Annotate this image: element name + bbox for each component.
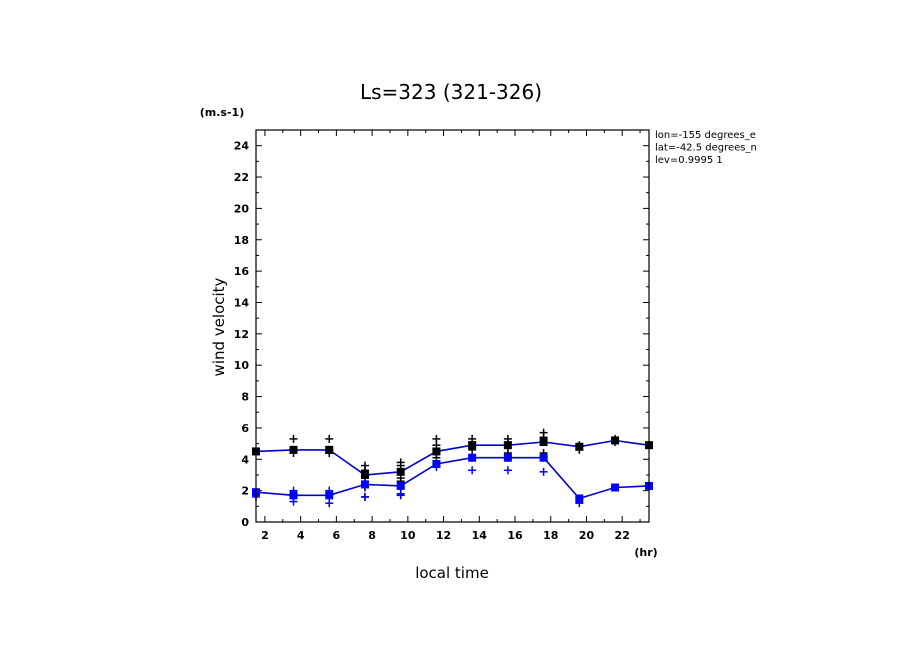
chart-title: Ls=323 (321-326) [360, 80, 542, 104]
x-tick-label: 22 [615, 529, 630, 542]
y-tick-label: 14 [234, 296, 250, 309]
y-tick-label: 6 [241, 422, 249, 435]
data-point [325, 491, 334, 500]
series-line [255, 456, 650, 500]
series-layer [252, 428, 653, 508]
y-tick-label: 24 [234, 140, 250, 153]
y-tick-label: 18 [234, 234, 249, 247]
data-point [432, 459, 441, 468]
series-line [255, 439, 650, 476]
data-point [360, 470, 369, 479]
spread-cross [360, 492, 369, 501]
plot-frame [255, 129, 650, 523]
spread-cross [289, 434, 298, 443]
y-tick-label: 4 [241, 453, 249, 466]
data-point [432, 447, 441, 456]
y-unit-label: (m.s-1) [200, 106, 244, 119]
y-tick-label: 0 [241, 516, 249, 529]
data-point [611, 483, 620, 492]
x-tick-label: 16 [507, 529, 523, 542]
info-line: lon=-155 degrees_e [655, 130, 756, 141]
x-tick-label: 2 [261, 529, 269, 542]
x-unit-label: (hr) [634, 546, 657, 559]
y-tick-label: 2 [241, 485, 249, 498]
data-point [468, 441, 477, 450]
x-tick-label: 6 [333, 529, 341, 542]
y-tick-label: 20 [234, 202, 250, 215]
data-point [325, 445, 334, 454]
data-point [539, 438, 548, 447]
x-tick-label: 8 [368, 529, 376, 542]
x-tick-label: 20 [579, 529, 595, 542]
data-point [575, 442, 584, 451]
data-point [575, 494, 584, 503]
spread-cross [360, 461, 369, 470]
y-tick-label: 8 [241, 391, 249, 404]
x-tick-label: 10 [400, 529, 416, 542]
data-point [289, 491, 298, 500]
spread-cross [539, 428, 548, 437]
spread-cross [468, 466, 477, 475]
x-tick-label: 12 [436, 529, 451, 542]
data-point [396, 481, 405, 490]
y-axis-label: wind velocity [210, 277, 228, 376]
data-point [611, 436, 620, 445]
x-tick-label: 4 [297, 529, 305, 542]
spread-cross [539, 467, 548, 476]
x-tick-label: 14 [472, 529, 488, 542]
data-point [468, 453, 477, 462]
data-point [360, 480, 369, 489]
data-point [289, 445, 298, 454]
info-line: lev=0.9995 1 [655, 155, 723, 166]
spread-cross [325, 434, 334, 443]
data-point [396, 467, 405, 476]
y-tick-label: 10 [234, 359, 250, 372]
spread-cross [325, 499, 334, 508]
spread-cross [503, 466, 512, 475]
x-tick-label: 18 [543, 529, 558, 542]
y-tick-label: 16 [234, 265, 250, 278]
data-point [539, 453, 548, 462]
spread-cross [396, 458, 405, 467]
data-point [503, 453, 512, 462]
info-line: lat=-42.5 degrees_n [655, 143, 757, 154]
data-point [503, 441, 512, 450]
y-tick-label: 12 [234, 328, 249, 341]
y-tick-label: 22 [234, 171, 249, 184]
x-axis-label: local time [415, 564, 489, 582]
spread-cross [432, 434, 441, 443]
info-panel: lon=-155 degrees_e lat=-42.5 degrees_nlev… [655, 130, 757, 166]
